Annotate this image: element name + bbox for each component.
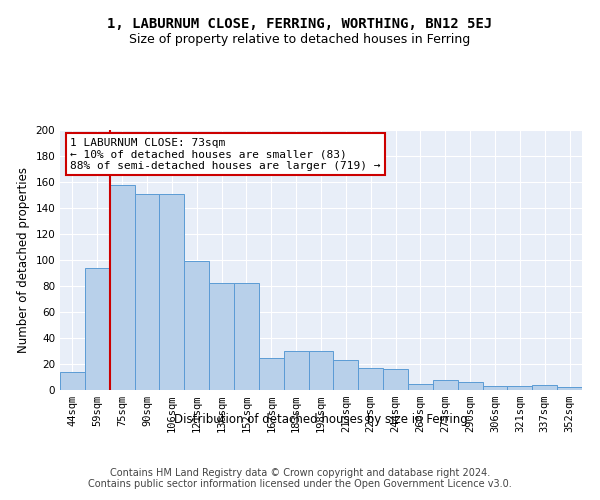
Bar <box>482 386 508 390</box>
Bar <box>458 382 482 390</box>
Bar <box>60 372 85 390</box>
Text: 1 LABURNUM CLOSE: 73sqm
← 10% of detached houses are smaller (83)
88% of semi-de: 1 LABURNUM CLOSE: 73sqm ← 10% of detache… <box>70 138 381 171</box>
Bar <box>259 358 284 390</box>
Text: 1, LABURNUM CLOSE, FERRING, WORTHING, BN12 5EJ: 1, LABURNUM CLOSE, FERRING, WORTHING, BN… <box>107 18 493 32</box>
Bar <box>433 380 458 390</box>
Text: Contains HM Land Registry data © Crown copyright and database right 2024.
Contai: Contains HM Land Registry data © Crown c… <box>88 468 512 489</box>
Bar <box>408 384 433 390</box>
Bar <box>557 388 582 390</box>
Bar <box>532 385 557 390</box>
Text: Distribution of detached houses by size in Ferring: Distribution of detached houses by size … <box>174 412 468 426</box>
Bar <box>234 284 259 390</box>
Text: Size of property relative to detached houses in Ferring: Size of property relative to detached ho… <box>130 32 470 46</box>
Bar <box>508 386 532 390</box>
Bar <box>184 262 209 390</box>
Bar <box>358 368 383 390</box>
Bar <box>134 194 160 390</box>
Bar <box>85 268 110 390</box>
Bar <box>284 351 308 390</box>
Bar <box>334 360 358 390</box>
Y-axis label: Number of detached properties: Number of detached properties <box>17 167 30 353</box>
Bar <box>110 184 134 390</box>
Bar <box>308 351 334 390</box>
Bar <box>383 369 408 390</box>
Bar <box>160 194 184 390</box>
Bar <box>209 284 234 390</box>
